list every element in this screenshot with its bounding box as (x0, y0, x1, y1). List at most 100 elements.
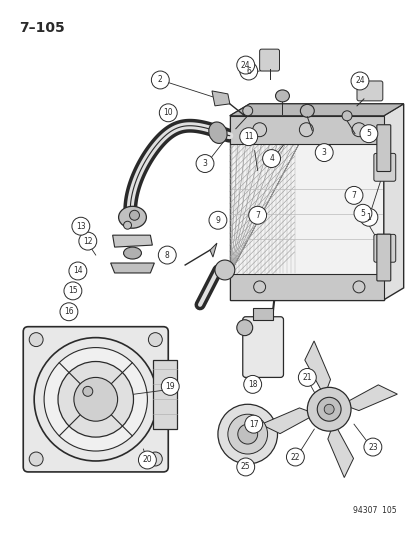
Ellipse shape (275, 90, 289, 102)
Circle shape (129, 211, 139, 220)
Circle shape (353, 204, 371, 222)
Circle shape (236, 56, 254, 74)
Text: 11: 11 (243, 132, 253, 141)
Circle shape (138, 451, 156, 469)
Text: 21: 21 (302, 373, 311, 382)
FancyBboxPatch shape (376, 125, 390, 172)
Ellipse shape (208, 122, 227, 143)
Text: 5: 5 (360, 209, 365, 218)
Text: 16: 16 (64, 307, 74, 316)
Circle shape (148, 333, 162, 346)
Text: 19: 19 (165, 382, 175, 391)
Circle shape (352, 281, 364, 293)
Circle shape (286, 448, 304, 466)
Circle shape (236, 320, 252, 336)
Circle shape (227, 414, 267, 454)
Circle shape (341, 111, 351, 121)
Text: 7: 7 (254, 211, 259, 220)
Circle shape (158, 246, 176, 264)
FancyBboxPatch shape (376, 234, 390, 281)
Polygon shape (229, 104, 403, 116)
Circle shape (60, 303, 78, 321)
Circle shape (69, 262, 87, 280)
Circle shape (83, 386, 93, 397)
Text: 23: 23 (367, 442, 377, 451)
Ellipse shape (123, 247, 141, 259)
Circle shape (44, 348, 147, 451)
Circle shape (351, 123, 365, 136)
Polygon shape (342, 385, 396, 410)
Circle shape (248, 206, 266, 224)
Circle shape (58, 361, 133, 437)
Circle shape (306, 387, 350, 431)
Text: 3: 3 (321, 148, 326, 157)
Circle shape (236, 458, 254, 476)
Circle shape (253, 281, 265, 293)
Circle shape (262, 150, 280, 167)
Text: 7–105: 7–105 (19, 21, 65, 35)
Ellipse shape (300, 104, 313, 117)
Polygon shape (209, 243, 216, 257)
Text: 25: 25 (240, 463, 250, 472)
Circle shape (214, 260, 234, 280)
Circle shape (239, 62, 257, 80)
Text: 2: 2 (157, 76, 162, 84)
Polygon shape (211, 91, 229, 106)
Circle shape (123, 221, 131, 229)
Bar (153, 360, 177, 429)
Polygon shape (229, 274, 383, 300)
Circle shape (350, 72, 368, 90)
Text: 12: 12 (83, 237, 93, 246)
Circle shape (244, 415, 262, 433)
Text: 18: 18 (247, 380, 257, 389)
Circle shape (298, 368, 316, 386)
Text: 13: 13 (76, 222, 85, 231)
Polygon shape (229, 116, 383, 300)
Circle shape (72, 217, 90, 235)
Polygon shape (110, 263, 154, 273)
Polygon shape (229, 104, 403, 116)
Text: 1: 1 (366, 213, 370, 222)
Text: 3: 3 (202, 159, 207, 168)
Circle shape (161, 377, 179, 395)
FancyBboxPatch shape (373, 154, 395, 181)
Circle shape (243, 375, 261, 393)
Circle shape (64, 282, 82, 300)
Text: 4: 4 (268, 154, 273, 163)
Circle shape (151, 71, 169, 89)
Text: 8: 8 (164, 251, 169, 260)
Text: 94307  105: 94307 105 (352, 506, 396, 515)
Text: 9: 9 (215, 216, 220, 225)
Circle shape (239, 128, 257, 146)
Circle shape (29, 452, 43, 466)
FancyBboxPatch shape (373, 235, 395, 262)
Circle shape (78, 232, 97, 250)
Text: 17: 17 (248, 419, 258, 429)
Circle shape (363, 438, 381, 456)
Polygon shape (260, 408, 316, 434)
Text: 22: 22 (290, 453, 299, 462)
Circle shape (159, 104, 177, 122)
FancyBboxPatch shape (356, 81, 382, 101)
Circle shape (299, 123, 313, 136)
Bar (229, 144, 299, 274)
Text: 20: 20 (142, 456, 152, 464)
Circle shape (344, 187, 362, 204)
Polygon shape (383, 104, 403, 300)
Text: 24: 24 (240, 61, 250, 69)
Circle shape (359, 125, 377, 143)
Polygon shape (229, 116, 383, 144)
Circle shape (242, 106, 252, 116)
Circle shape (209, 211, 226, 229)
Text: 5: 5 (366, 129, 370, 138)
Text: 24: 24 (354, 76, 364, 85)
Circle shape (316, 397, 340, 421)
Polygon shape (112, 235, 152, 247)
Ellipse shape (118, 206, 146, 228)
Text: 10: 10 (163, 108, 173, 117)
Circle shape (315, 144, 332, 161)
FancyBboxPatch shape (242, 317, 283, 377)
FancyBboxPatch shape (23, 327, 168, 472)
Bar (252, 308, 272, 320)
Circle shape (148, 452, 162, 466)
